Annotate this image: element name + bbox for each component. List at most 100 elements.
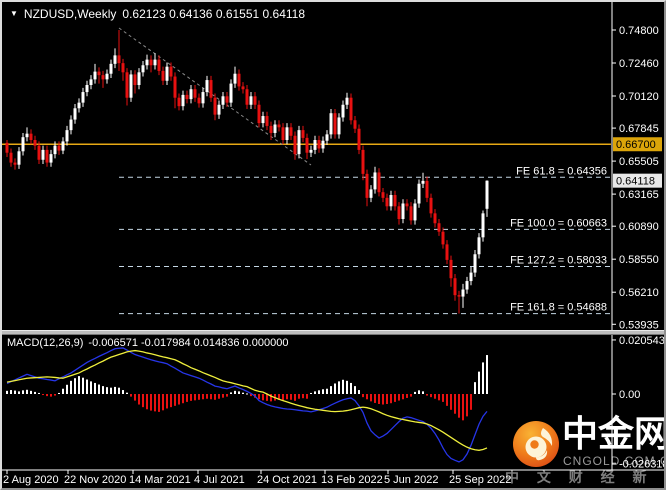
candle-bull <box>49 154 53 163</box>
candle-bear <box>445 244 449 260</box>
candle-bull <box>469 272 473 282</box>
price-axis-label: 0.74800 <box>619 25 659 37</box>
price-axis-label: 0.70120 <box>619 91 659 103</box>
macd-histogram-bar <box>146 394 148 410</box>
time-axis-label: 2 Aug 2020 <box>3 474 59 486</box>
macd-histogram-bar <box>30 390 32 394</box>
macd-histogram-bar <box>98 384 100 394</box>
candle-bear <box>293 135 297 155</box>
candle-bull <box>313 140 317 150</box>
macd-histogram-bar <box>346 380 348 394</box>
symbol-timeframe-label: NZDUSD,Weekly <box>23 7 117 21</box>
candle-bull <box>297 130 301 155</box>
time-axis-label: 14 Mar 2021 <box>129 474 191 486</box>
candle-bull <box>109 63 113 74</box>
macd-histogram-bar <box>282 394 284 401</box>
candle-bull <box>373 172 377 190</box>
candle-bear <box>29 133 33 141</box>
time-axis-label: 24 Oct 2021 <box>257 474 317 486</box>
macd-histogram-bar <box>326 388 328 394</box>
macd-histogram-bar <box>298 394 300 399</box>
candle-bear <box>429 197 433 214</box>
macd-histogram-bar <box>158 394 160 412</box>
macd-histogram-bar <box>470 394 472 410</box>
candle-bull <box>481 213 485 238</box>
time-axis-label: 5 Jun 2022 <box>384 474 438 486</box>
candle-bear <box>437 223 441 232</box>
macd-histogram-bar <box>478 371 480 394</box>
candle-bull <box>25 133 29 138</box>
macd-histogram-bar <box>342 379 344 394</box>
candle-bull <box>77 102 81 109</box>
candle-bear <box>265 116 269 126</box>
candle-bull <box>249 96 253 105</box>
current-price-label: 0.64118 <box>616 176 655 188</box>
candle-bull <box>89 79 93 86</box>
macd-axis-label: 0.020543 <box>619 335 664 347</box>
candle-bear <box>13 162 17 165</box>
candle-bull <box>309 149 313 153</box>
macd-histogram-bar <box>446 394 448 406</box>
candle-bull <box>329 113 333 135</box>
macd-histogram-bar <box>474 382 476 394</box>
macd-axis-label: 0.00 <box>619 389 640 401</box>
macd-histogram-bar <box>246 393 248 395</box>
macd-histogram-bar <box>54 394 56 396</box>
symbol-dropdown-arrow-icon[interactable]: ▼ <box>10 9 18 18</box>
price-axis-label: 0.65505 <box>619 156 659 168</box>
chart-title: ▼ NZDUSD,Weekly 0.62123 0.64136 0.61551 … <box>10 7 305 21</box>
candle-bull <box>345 97 349 105</box>
candle-bull <box>477 237 481 255</box>
candle-bear <box>161 70 165 81</box>
macd-histogram-bar <box>238 391 240 394</box>
macd-histogram-bar <box>338 381 340 394</box>
candle-bear <box>177 97 181 107</box>
candle-bear <box>197 97 201 104</box>
candle-bull <box>53 145 57 155</box>
candle-bear <box>405 203 409 207</box>
macd-histogram-bar <box>382 394 384 405</box>
candle-bull <box>341 104 345 118</box>
macd-histogram-bar <box>78 376 80 394</box>
macd-histogram-bar <box>70 380 72 394</box>
macd-histogram-bar <box>466 394 468 417</box>
macd-histogram-bar <box>90 381 92 394</box>
candle-bear <box>57 145 61 151</box>
macd-histogram-bar <box>142 394 144 408</box>
macd-histogram-bar <box>314 391 316 394</box>
macd-axis-label: -0.026318 <box>619 458 664 470</box>
macd-name-label: MACD(12,26,9) <box>7 337 84 349</box>
candle-bear <box>453 278 457 296</box>
macd-histogram-bar <box>202 394 204 400</box>
macd-line <box>6 347 488 463</box>
candle-bull <box>285 127 289 141</box>
macd-histogram-bar <box>262 394 264 401</box>
macd-histogram-bar <box>214 394 216 400</box>
fib-expansion-label: FE 127.2 = 0.58033 <box>510 254 607 266</box>
macd-histogram-bar <box>358 390 360 394</box>
candle-bear <box>253 96 257 105</box>
candle-bull <box>337 117 341 135</box>
candle-bull <box>321 140 325 149</box>
candle-bear <box>225 96 229 103</box>
macd-histogram-bar <box>362 394 364 398</box>
candle-bull <box>41 149 45 160</box>
macd-histogram-bar <box>306 394 308 399</box>
macd-histogram-bar <box>286 394 288 400</box>
candle-bear <box>397 206 401 219</box>
macd-histogram-bar <box>22 390 24 394</box>
macd-histogram-bar <box>450 394 452 410</box>
macd-histogram-bar <box>442 394 444 402</box>
candle-bear <box>213 97 217 115</box>
fib-expansion-label: FE 100.0 = 0.60663 <box>510 217 607 229</box>
fib-expansion-label: FE 161.8 = 0.54688 <box>510 302 607 314</box>
macd-histogram-bar <box>438 394 440 401</box>
watermark-tagline-text: 中 文 财 经 新 媒 体 <box>505 469 664 485</box>
macd-histogram-bar <box>218 394 220 399</box>
candle-bull <box>153 59 157 66</box>
candle-bull <box>17 151 21 165</box>
candle-bull <box>181 94 185 107</box>
panel-separator[interactable] <box>2 330 664 335</box>
macd-histogram-bar <box>414 391 416 394</box>
